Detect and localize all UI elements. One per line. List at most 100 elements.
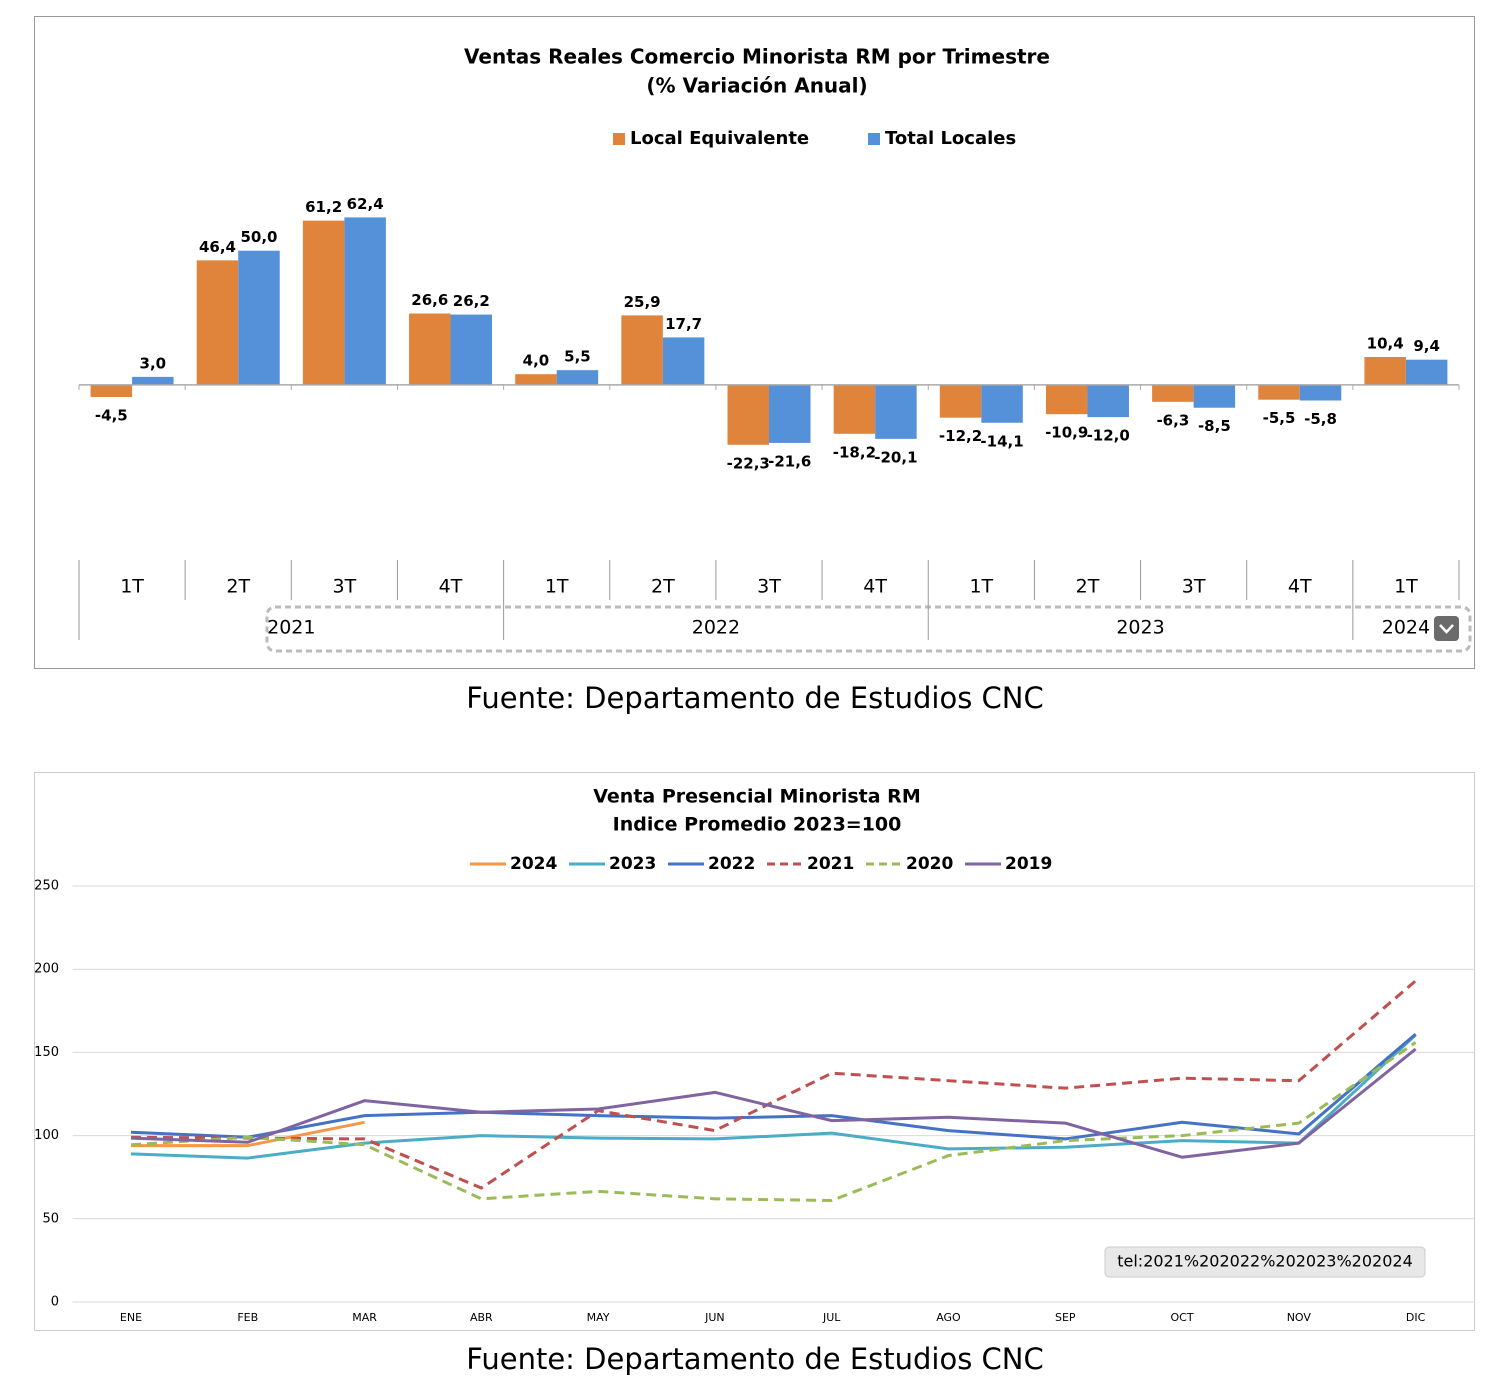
bar bbox=[302, 220, 345, 385]
chart-subtitle: Indice Promedio 2023=100 bbox=[613, 814, 902, 836]
x-tick-label: 1T bbox=[120, 576, 144, 598]
y-tick-label: 150 bbox=[34, 1045, 59, 1060]
x-tick-label: AGO bbox=[936, 1311, 961, 1324]
bar bbox=[556, 370, 599, 385]
line-series bbox=[130, 1033, 1417, 1160]
x-tick-label: OCT bbox=[1171, 1311, 1194, 1324]
x-tick-label: 1T bbox=[545, 576, 569, 598]
group-label: 2021 bbox=[267, 617, 315, 639]
x-tick-label: 4T bbox=[863, 576, 887, 598]
chart-subtitle: (% Variación Anual) bbox=[646, 74, 867, 98]
bar bbox=[450, 314, 493, 385]
chart-title: Ventas Reales Comercio Minorista RM por … bbox=[464, 45, 1050, 69]
legend-label: 2022 bbox=[708, 854, 755, 874]
bar bbox=[1087, 384, 1129, 418]
bar bbox=[515, 374, 557, 385]
data-label: 62,4 bbox=[347, 195, 384, 213]
legend-label: Local Equivalente bbox=[630, 128, 809, 149]
data-label: 17,7 bbox=[665, 315, 702, 333]
line-series bbox=[130, 1032, 1417, 1141]
x-tick-label: ENE bbox=[120, 1311, 142, 1324]
data-label: -18,2 bbox=[833, 443, 876, 461]
data-label: -6,3 bbox=[1156, 411, 1189, 429]
source-caption: Fuente: Departamento de Estudios CNC bbox=[466, 1342, 1044, 1376]
bar bbox=[344, 217, 386, 385]
bar bbox=[238, 250, 280, 385]
legend-label: 2019 bbox=[1005, 854, 1052, 874]
dropdown-button[interactable] bbox=[1434, 616, 1459, 641]
x-tick-label: 2T bbox=[1076, 576, 1100, 598]
data-label: -5,5 bbox=[1263, 409, 1296, 427]
data-label: -20,1 bbox=[874, 448, 917, 466]
data-label: 10,4 bbox=[1367, 335, 1404, 353]
x-tick-label: 1T bbox=[969, 576, 993, 598]
data-label: -12,0 bbox=[1087, 427, 1130, 445]
tooltip-box bbox=[1104, 1246, 1426, 1278]
data-label: 46,4 bbox=[199, 238, 236, 256]
x-tick-label: 1T bbox=[1394, 576, 1418, 598]
bar bbox=[769, 384, 811, 443]
legend-label: 2020 bbox=[906, 854, 953, 874]
data-label: 4,0 bbox=[523, 352, 550, 370]
data-label: 5,5 bbox=[564, 348, 591, 366]
bar bbox=[621, 315, 663, 385]
x-tick-label: SEP bbox=[1055, 1311, 1076, 1324]
group-label: 2024 bbox=[1382, 617, 1430, 639]
source-caption: Fuente: Departamento de Estudios CNC bbox=[466, 681, 1044, 715]
bar bbox=[1405, 359, 1448, 385]
bar bbox=[727, 384, 769, 445]
dropdown-icon bbox=[1439, 624, 1454, 634]
y-tick-label: 50 bbox=[42, 1211, 59, 1226]
legend-label: 2023 bbox=[609, 854, 656, 874]
line-series bbox=[130, 1041, 1417, 1202]
legend-swatch bbox=[868, 133, 880, 145]
x-tick-label: MAY bbox=[587, 1311, 610, 1324]
x-tick-label: DIC bbox=[1406, 1311, 1426, 1324]
data-label: 50,0 bbox=[240, 228, 277, 246]
x-tick-label: 2T bbox=[651, 576, 675, 598]
data-label: -5,8 bbox=[1304, 410, 1337, 428]
bar bbox=[833, 384, 876, 434]
y-tick-label: 0 bbox=[51, 1295, 59, 1310]
bar bbox=[1364, 357, 1406, 385]
data-label: 3,0 bbox=[140, 354, 167, 372]
x-tick-label: ABR bbox=[470, 1311, 493, 1324]
data-label: 26,6 bbox=[411, 291, 448, 309]
x-tick-label: 3T bbox=[1182, 576, 1206, 598]
data-label: 61,2 bbox=[305, 198, 342, 216]
chart-title: Venta Presencial Minorista RM bbox=[593, 786, 920, 808]
y-tick-label: 100 bbox=[34, 1128, 59, 1143]
x-tick-label: FEB bbox=[237, 1311, 258, 1324]
bar bbox=[875, 384, 917, 439]
bar bbox=[1045, 384, 1088, 415]
legend-swatch bbox=[613, 133, 625, 145]
bar bbox=[1258, 384, 1300, 400]
x-tick-label: 4T bbox=[1288, 576, 1312, 598]
chart-frame bbox=[34, 772, 1475, 1331]
data-label: -12,2 bbox=[939, 427, 982, 445]
x-tick-label: MAR bbox=[352, 1311, 377, 1324]
data-label: 9,4 bbox=[1413, 337, 1440, 355]
bar bbox=[90, 384, 133, 398]
bar bbox=[662, 337, 705, 385]
y-tick-label: 250 bbox=[34, 879, 59, 894]
legend-label: 2021 bbox=[807, 854, 854, 874]
line-series bbox=[130, 1120, 365, 1148]
x-tick-label: NOV bbox=[1287, 1311, 1312, 1324]
bar bbox=[196, 260, 239, 385]
tooltip-text: tel:2021%202022%202023%202024 bbox=[1117, 1252, 1413, 1271]
group-label: 2023 bbox=[1116, 617, 1164, 639]
data-label: 25,9 bbox=[624, 293, 661, 311]
data-label: -10,9 bbox=[1045, 424, 1088, 442]
bar bbox=[132, 376, 174, 385]
data-label: -14,1 bbox=[980, 432, 1023, 450]
bar bbox=[409, 313, 451, 385]
legend-label: Total Locales bbox=[885, 128, 1016, 149]
x-tick-label: 4T bbox=[439, 576, 463, 598]
data-label: -4,5 bbox=[95, 407, 128, 425]
x-tick-label: 3T bbox=[757, 576, 781, 598]
group-label: 2022 bbox=[692, 617, 740, 639]
bar bbox=[1152, 384, 1194, 402]
x-tick-label: 2T bbox=[226, 576, 250, 598]
